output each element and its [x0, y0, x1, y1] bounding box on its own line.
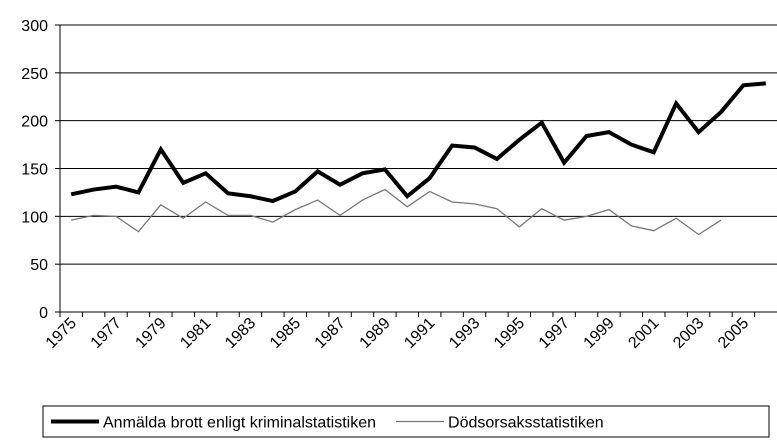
y-tick-label: 0	[39, 305, 48, 322]
x-tick-label: 1979	[132, 315, 169, 352]
x-tick-label: 1999	[581, 315, 618, 352]
y-tick-label: 300	[21, 18, 48, 35]
y-tick-label: 150	[21, 162, 48, 179]
x-tick-label: 1977	[88, 315, 125, 352]
x-tick-label: 1985	[267, 315, 304, 352]
x-tick-label: 1995	[491, 315, 528, 352]
x-tick-label: 1997	[536, 315, 573, 352]
x-tick-label: 2001	[625, 315, 662, 352]
y-tick-label: 100	[21, 209, 48, 226]
x-tick-label: 2005	[715, 315, 752, 352]
x-tick-label: 1987	[312, 315, 349, 352]
y-tick-label: 250	[21, 66, 48, 83]
legend-box	[42, 405, 770, 438]
y-tick-label: 200	[21, 114, 48, 131]
series-line	[71, 188, 722, 236]
y-tick-label: 50	[30, 257, 48, 274]
x-tick-label: 1983	[222, 315, 259, 352]
x-tick-label: 2003	[670, 315, 707, 352]
x-tick-label: 1993	[446, 315, 483, 352]
x-tick-label: 1981	[177, 315, 214, 352]
series-line	[70, 81, 766, 204]
x-tick-label: 1991	[401, 315, 438, 352]
x-tick-label: 1989	[357, 315, 394, 352]
x-tick-label: 1975	[43, 315, 80, 352]
legend-label: Dödsorsaksstatistiken	[448, 415, 604, 432]
legend-label: Anmälda brott enligt kriminalstatistiken	[103, 415, 376, 432]
